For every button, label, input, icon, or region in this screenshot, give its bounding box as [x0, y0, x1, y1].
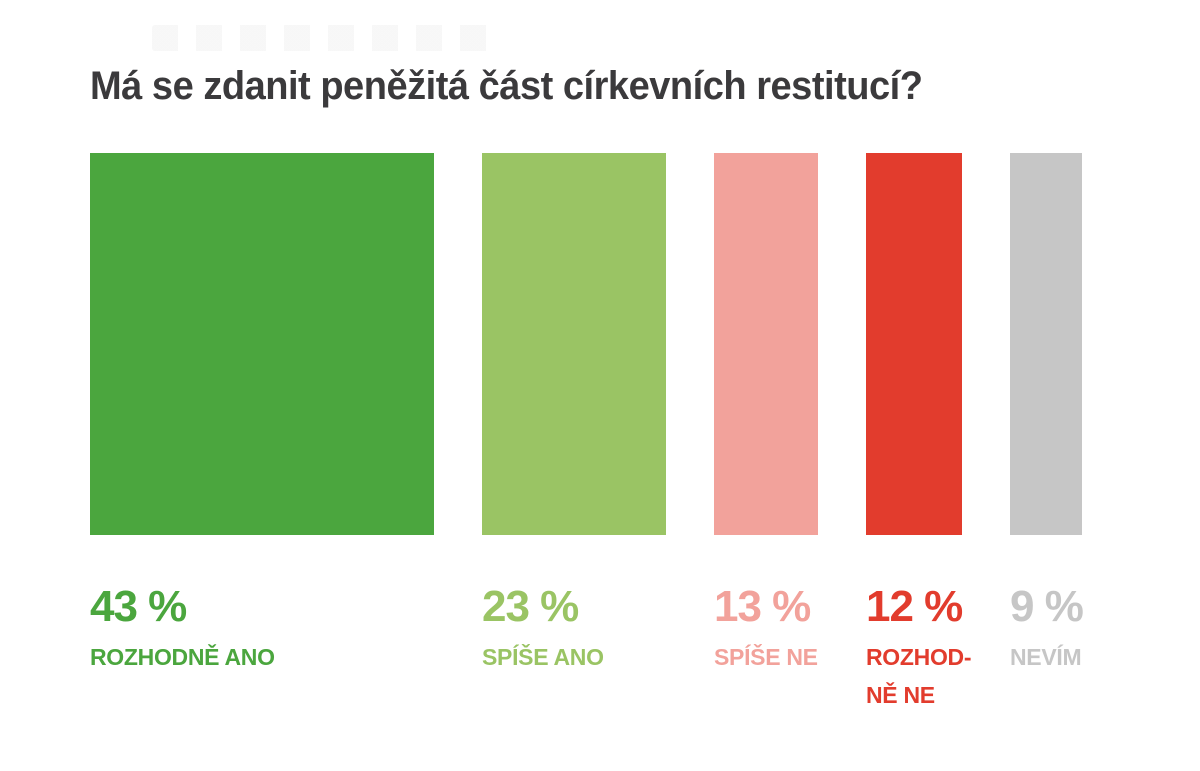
- value-label-rozhodne-ano: 43 %: [90, 582, 187, 631]
- category-label-nevim: NEVÍM: [1010, 644, 1082, 670]
- category-label-spise-ano: SPÍŠE ANO: [482, 644, 604, 670]
- bar-chart: 43 % ROZHODNĚ ANO 23 % SPÍŠE ANO 13 % SPÍŠE N…: [90, 153, 1190, 753]
- category-label-rozhodne-ne: ROZHOD- NĚ NE: [866, 644, 972, 708]
- bar-column-spise-ne: 13 % SPÍŠE NE: [714, 153, 818, 677]
- value-label-nevim: 9 %: [1010, 582, 1084, 631]
- category-label-spise-ne: SPÍŠE NE: [714, 644, 818, 670]
- bar-nevim: [1010, 153, 1082, 535]
- watermark: [152, 25, 504, 51]
- chart-title: Má se zdanit peněžitá část církevních re…: [90, 64, 923, 108]
- bar-column-spise-ano: 23 % SPÍŠE ANO: [482, 153, 666, 677]
- bar-spise-ano: [482, 153, 666, 535]
- value-label-spise-ne: 13 %: [714, 582, 811, 631]
- value-label-spise-ano: 23 %: [482, 582, 579, 631]
- bar-spise-ne: [714, 153, 818, 535]
- bar-column-rozhodne-ano: 43 % ROZHODNĚ ANO: [90, 153, 434, 677]
- bar-rozhodne-ano: [90, 153, 434, 535]
- bar-column-rozhodne-ne: 12 % ROZHOD- NĚ NE: [866, 153, 972, 715]
- category-label-rozhodne-ano: ROZHODNĚ ANO: [90, 644, 275, 670]
- bar-rozhodne-ne: [866, 153, 962, 535]
- bar-column-nevim: 9 % NEVÍM: [1010, 153, 1084, 677]
- value-label-rozhodne-ne: 12 %: [866, 582, 963, 631]
